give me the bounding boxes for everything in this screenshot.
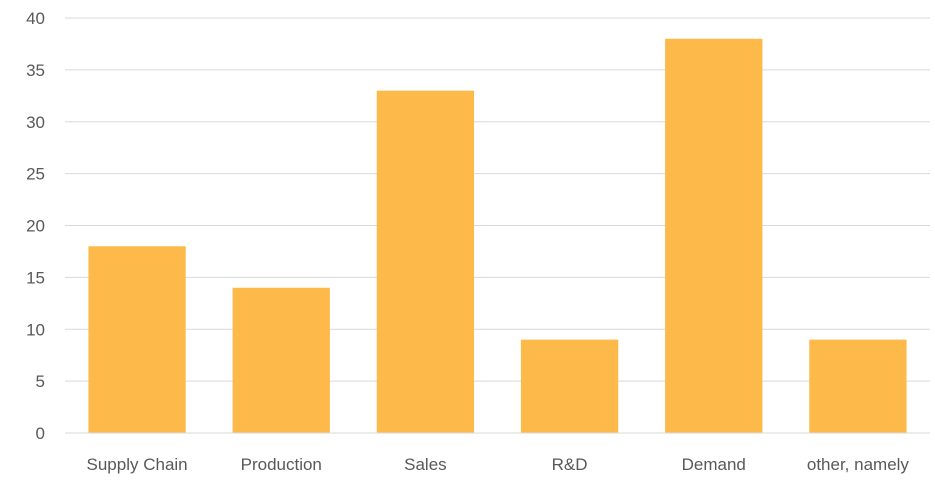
y-tick-label: 20 [26,217,45,236]
y-tick-label: 25 [26,165,45,184]
x-tick-label: other, namely [807,455,910,474]
x-tick-label: R&D [552,455,588,474]
bar [520,339,619,433]
x-tick-label: Sales [404,455,447,474]
bar [232,287,330,433]
y-tick-label: 0 [36,424,45,443]
y-tick-label: 35 [26,61,45,80]
bar [665,38,763,433]
y-tick-label: 10 [26,320,45,339]
x-tick-label: Supply Chain [87,455,188,474]
bars [88,38,907,433]
y-tick-label: 15 [26,268,45,287]
gridlines [65,17,930,382]
y-tick-label: 40 [26,9,45,28]
x-tick-label: Production [241,455,322,474]
x-axis-tick-labels: Supply Chain Production Sales R&D Demand othe… [87,455,910,474]
bar [809,339,907,433]
bar [88,246,186,433]
bar [376,90,475,433]
y-tick-label: 5 [36,372,45,391]
y-axis-tick-labels: 0 5 10 15 20 25 30 35 40 [26,9,45,443]
y-tick-label: 30 [26,113,45,132]
x-tick-label: Demand [682,455,746,474]
